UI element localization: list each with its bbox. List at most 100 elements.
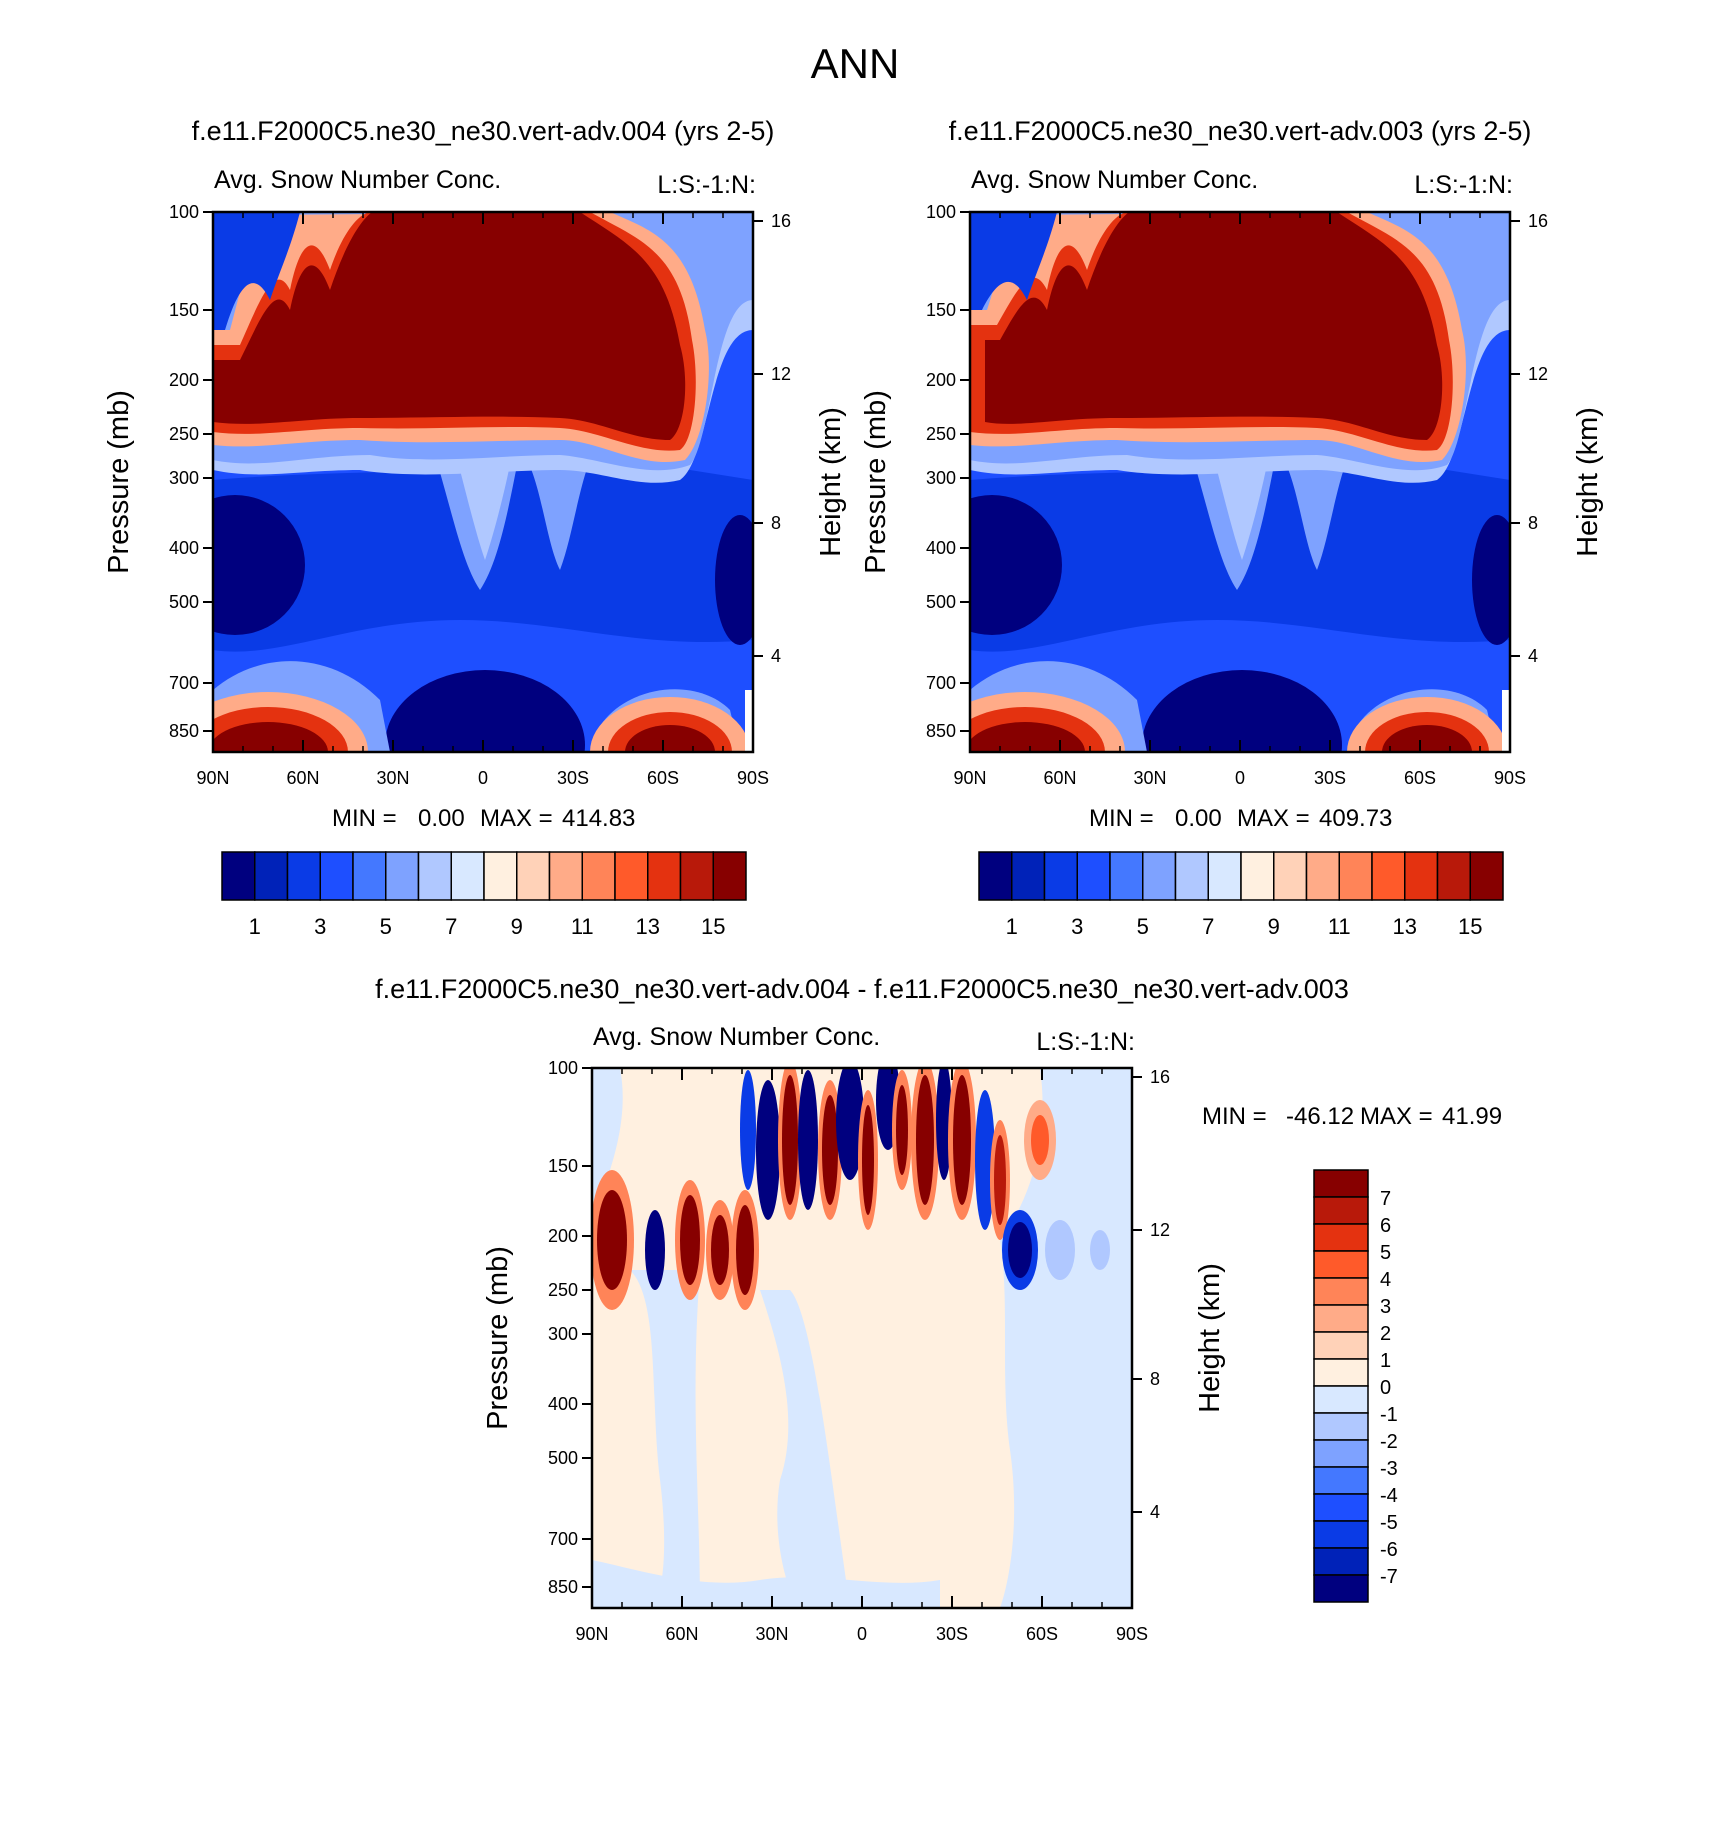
panel-3-red-cell-2-core bbox=[680, 1195, 700, 1285]
panel-1-colorbar-swatch-12 bbox=[614, 851, 649, 901]
panel-1-colorbar-swatch-5 bbox=[385, 851, 420, 901]
panel-1-ytick-label-3: 250 bbox=[169, 424, 199, 444]
panel-2-ytick-label-1: 150 bbox=[926, 300, 956, 320]
panel-3-red-cell-9-core bbox=[916, 1075, 934, 1205]
panel-2-colorbar-label-1: 3 bbox=[1071, 914, 1083, 939]
panel-1-blob-deep-left bbox=[213, 495, 305, 635]
panel-1-colorbar-swatch-6 bbox=[417, 851, 452, 901]
panel-1-blob-warm-lower-right-core bbox=[625, 725, 715, 752]
panel-3-red-cell-3-core bbox=[711, 1215, 729, 1285]
panel-1-colorbar-swatch-3 bbox=[319, 851, 354, 901]
panel-2-axes: 90N 60N 30N 0 30S 60S 90S 100 150 200 250 300 400 500… bbox=[926, 202, 1548, 788]
panel-1-colorbar-swatch-0 bbox=[221, 851, 256, 901]
panel-3-colorbar-label-11: -4 bbox=[1380, 1485, 1398, 1507]
panel-1-blob-deep-lower bbox=[385, 670, 585, 752]
panel-3-y2label: Height (km) bbox=[1194, 1263, 1226, 1413]
panel-2-colorbar-swatch-8 bbox=[1240, 851, 1275, 901]
panel-2-xtick-label-0: 90N bbox=[953, 768, 986, 788]
panel-3-colorbar-swatch-0 bbox=[1313, 1169, 1369, 1198]
panel-2-xtick-label-3: 0 bbox=[1235, 768, 1245, 788]
panel-3-colorbar-swatch-5 bbox=[1313, 1304, 1369, 1333]
panel-3-xtick-label-2: 30N bbox=[755, 1624, 788, 1644]
panel-1-colorbar-swatch-14 bbox=[679, 851, 714, 901]
panel-1-ytick-label-7: 700 bbox=[169, 673, 199, 693]
panel-2-colorbar-label-7: 15 bbox=[1458, 914, 1482, 939]
panel-1-colorbar-swatch-2 bbox=[286, 851, 321, 901]
panel-2-colorbar-label-6: 13 bbox=[1393, 914, 1417, 939]
panel-1-ytick-label-6: 500 bbox=[169, 592, 199, 612]
panel-2-max-label: MAX = bbox=[1237, 805, 1310, 832]
panel-3-colorbar-label-9: -2 bbox=[1380, 1431, 1398, 1453]
panel-1-ytick-label-5: 400 bbox=[169, 538, 199, 558]
panel-3-min-value: -46.12 bbox=[1286, 1103, 1354, 1130]
panel-3-colorbar-swatch-10 bbox=[1313, 1439, 1369, 1468]
panel-3-colorbar-label-4: 3 bbox=[1380, 1296, 1391, 1318]
panel-3-xtick-label-4: 30S bbox=[936, 1624, 968, 1644]
panel-1-colorbar-label-4: 9 bbox=[511, 914, 523, 939]
panel-1-colorbar-label-7: 15 bbox=[701, 914, 725, 939]
panel-1-colorbar-swatch-1 bbox=[254, 851, 289, 901]
panel-1-ytick-label-4: 300 bbox=[169, 468, 199, 488]
panel-2-colorbar-swatch-6 bbox=[1174, 851, 1209, 901]
panel-2-min-value: 0.00 bbox=[1175, 805, 1222, 832]
panel-2-xtick-label-2: 30N bbox=[1133, 768, 1166, 788]
panel-2-xtick-label-4: 30S bbox=[1314, 768, 1346, 788]
panel-3-xtick-label-1: 60N bbox=[665, 1624, 698, 1644]
panel-3-colorbar-label-1: 6 bbox=[1380, 1215, 1391, 1237]
panel-2-y2tick-label-3: 4 bbox=[1528, 646, 1538, 666]
panel-3-colorbar-swatch-6 bbox=[1313, 1331, 1369, 1360]
panel-3-colorbar-swatch-9 bbox=[1313, 1412, 1369, 1441]
panel-2-plot-area bbox=[970, 212, 1510, 752]
panel-1-blob-deep-right bbox=[715, 515, 753, 645]
panel-3-right-label: L:S:-1:N: bbox=[1036, 1028, 1135, 1056]
panel-3: f.e11.F2000C5.ne30_ne30.vert-adv.004 - f… bbox=[375, 974, 1502, 1644]
panel-2-colorbar-swatch-1 bbox=[1011, 851, 1046, 901]
panel-1-blob-lighter-center bbox=[455, 450, 512, 560]
panel-3-red-cell-10-core bbox=[953, 1075, 971, 1205]
panel-3-colorbar: 7 6 5 4 3 2 1 0 -1 -2 -3 -4 -5 -6 -7 bbox=[1313, 1169, 1398, 1603]
panel-1-top-left-cold bbox=[213, 212, 300, 330]
panel-3-blue-cell-9-core bbox=[1008, 1222, 1032, 1278]
panel-1-y2tick-label-0: 16 bbox=[771, 211, 791, 231]
panel-3-red-cell-7-core bbox=[862, 1105, 874, 1215]
panel-2-ytick-label-8: 850 bbox=[926, 721, 956, 741]
panel-2-blob-warm-lower-left-core bbox=[970, 722, 1085, 752]
panel-3-max-label: MAX = bbox=[1360, 1103, 1433, 1130]
panel-3-red-cell-4-core bbox=[736, 1205, 754, 1295]
panel-1-blob-warm-lower-left-core bbox=[213, 722, 328, 752]
panel-3-ytick-label-7: 700 bbox=[548, 1529, 578, 1549]
panel-3-blue-cell-3 bbox=[756, 1080, 780, 1220]
panel-2-colorbar-swatch-0 bbox=[978, 851, 1013, 901]
panel-1-colorbar-label-2: 5 bbox=[380, 914, 392, 939]
panel-3-colorbar-swatch-14 bbox=[1313, 1547, 1369, 1576]
panel-3-red-cell-5-core bbox=[782, 1075, 798, 1205]
panel-1-colorbar-swatch-13 bbox=[647, 851, 682, 901]
panel-3-colorbar-label-0: 7 bbox=[1380, 1188, 1391, 1210]
panel-1-colorbar-label-6: 13 bbox=[636, 914, 660, 939]
panel-3-colorbar-swatch-1 bbox=[1313, 1196, 1369, 1225]
panel-3-ytick-label-1: 150 bbox=[548, 1156, 578, 1176]
panel-3-blue-cell-1 bbox=[645, 1210, 665, 1290]
panel-2-y2tick-label-0: 16 bbox=[1528, 211, 1548, 231]
panel-3-pale-blue-spot-1 bbox=[1045, 1220, 1075, 1280]
panel-1-colorbar-swatch-4 bbox=[352, 851, 387, 901]
panel-3-blue-cell-2 bbox=[740, 1070, 756, 1190]
panel-1-colorbar-swatch-11 bbox=[581, 851, 616, 901]
panel-2-colorbar-label-2: 5 bbox=[1137, 914, 1149, 939]
panel-2-xtick-label-6: 90S bbox=[1494, 768, 1526, 788]
panel-1-colorbar: 1 3 5 7 9 11 13 15 bbox=[221, 851, 747, 939]
panel-1-colorbar-swatch-15 bbox=[712, 851, 747, 901]
panel-2-right-label: L:S:-1:N: bbox=[1414, 171, 1513, 199]
panel-1-ytick-label-8: 850 bbox=[169, 721, 199, 741]
panel-2-blank-strip bbox=[1502, 690, 1510, 752]
panel-2-upper-band-dark-red bbox=[985, 212, 1443, 440]
panel-3-colorbar-swatch-13 bbox=[1313, 1520, 1369, 1549]
panel-3-colorbar-label-12: -5 bbox=[1380, 1512, 1398, 1534]
panel-1: f.e11.F2000C5.ne30_ne30.vert-adv.004 (yr… bbox=[103, 116, 847, 939]
panel-2-colorbar-swatch-7 bbox=[1207, 851, 1242, 901]
panel-3-ytick-label-0: 100 bbox=[548, 1058, 578, 1078]
panel-2-ytick-label-5: 400 bbox=[926, 538, 956, 558]
panel-3-colorbar-label-6: 1 bbox=[1380, 1350, 1391, 1372]
panel-1-y2tick-label-2: 8 bbox=[771, 513, 781, 533]
